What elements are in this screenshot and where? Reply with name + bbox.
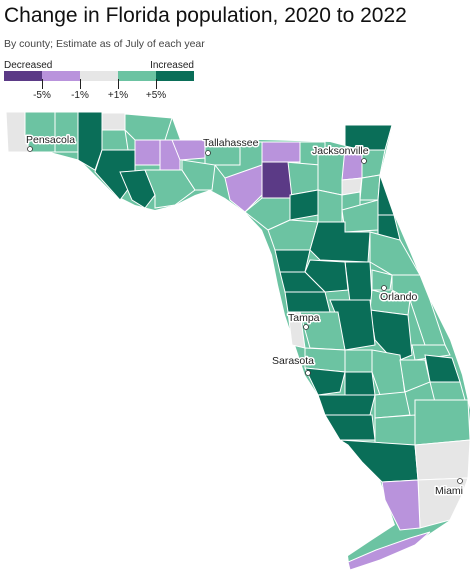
county-okaloosa bbox=[54, 111, 79, 153]
county-calhoun bbox=[134, 139, 161, 166]
legend-tick-label-plus1: +1% bbox=[107, 90, 129, 101]
jacksonville-marker bbox=[361, 158, 367, 164]
legend-bin-4 bbox=[118, 71, 156, 81]
miami-label: Miami bbox=[435, 485, 463, 497]
pensacola-label: Pensacola bbox=[26, 134, 75, 146]
county-alachua bbox=[317, 189, 343, 223]
county-monroe-keys bbox=[347, 531, 431, 571]
county-marion bbox=[309, 221, 371, 263]
county-palm-beach bbox=[414, 399, 471, 446]
sarasota-label: Sarasota bbox=[272, 355, 314, 367]
county-holmes bbox=[101, 112, 126, 131]
color-legend: Decreased Increased -5% -1% +1% +5% bbox=[4, 60, 194, 104]
legend-tick-label-minus5: -5% bbox=[33, 90, 51, 101]
county-lafayette bbox=[261, 161, 293, 199]
county-santa-rosa bbox=[24, 111, 56, 153]
county-madison bbox=[261, 141, 301, 163]
county-sumter bbox=[304, 259, 349, 293]
county-citrus bbox=[274, 249, 311, 273]
county-charlotte bbox=[317, 394, 376, 416]
chart-subtitle: By county; Estimate as of July of each y… bbox=[4, 38, 205, 50]
county-lake bbox=[344, 261, 373, 303]
county-st-johns bbox=[377, 174, 395, 216]
county-seminole bbox=[371, 269, 393, 291]
county-desoto bbox=[344, 371, 376, 399]
legend-tick-label-plus5: +5% bbox=[145, 90, 167, 101]
tampa-label: Tampa bbox=[288, 312, 320, 324]
county-taylor bbox=[224, 164, 263, 213]
legend-tick-3 bbox=[118, 79, 119, 89]
county-gulf bbox=[119, 169, 156, 209]
legend-bin-1 bbox=[4, 71, 42, 81]
county-lee bbox=[324, 414, 376, 441]
tallahassee-label: Tallahassee bbox=[203, 137, 259, 149]
tampa-marker bbox=[303, 324, 309, 330]
legend-tick-4 bbox=[156, 79, 157, 89]
county-glades bbox=[374, 391, 411, 419]
county-monroe-mainland bbox=[381, 479, 421, 531]
county-wakulla bbox=[181, 159, 216, 191]
legend-decreased-label: Decreased bbox=[4, 60, 53, 71]
chart-title: Change in Florida population, 2020 to 20… bbox=[4, 4, 407, 27]
county-hendry bbox=[374, 414, 416, 446]
legend-bin-2 bbox=[42, 71, 80, 81]
orlando-label: Orlando bbox=[380, 291, 418, 303]
county-clay bbox=[359, 174, 381, 201]
county-hardee bbox=[344, 349, 373, 373]
tallahassee-marker bbox=[205, 150, 211, 156]
jacksonville-label: Jacksonville bbox=[312, 145, 369, 157]
county-pasco bbox=[284, 291, 331, 313]
county-martin bbox=[429, 381, 466, 403]
county-gilchrist bbox=[289, 189, 319, 221]
legend-bin-3 bbox=[80, 71, 118, 81]
miami-marker bbox=[457, 478, 463, 484]
legend-tick-label-minus1: -1% bbox=[71, 90, 89, 101]
sarasota-marker bbox=[305, 370, 311, 376]
county-broward bbox=[414, 439, 471, 481]
legend-bin-5 bbox=[156, 71, 194, 81]
pensacola-marker bbox=[27, 146, 33, 152]
county-jackson bbox=[124, 113, 173, 141]
orlando-marker bbox=[381, 285, 387, 291]
legend-tick-1 bbox=[42, 79, 43, 89]
county-sarasota bbox=[304, 367, 346, 396]
county-washington bbox=[101, 129, 129, 151]
county-collier bbox=[339, 439, 419, 483]
legend-increased-label: Increased bbox=[150, 60, 194, 71]
legend-color-bar bbox=[4, 71, 194, 81]
legend-tick-2 bbox=[80, 79, 81, 89]
